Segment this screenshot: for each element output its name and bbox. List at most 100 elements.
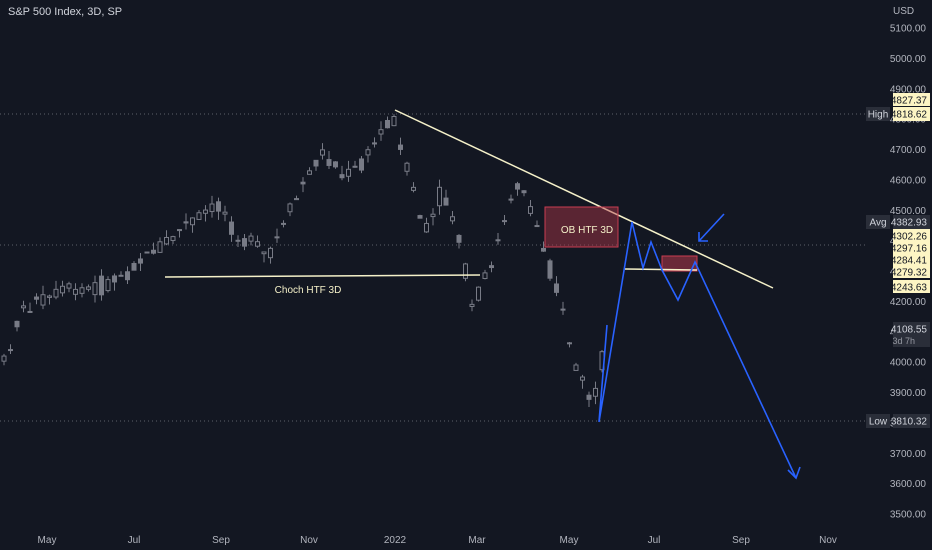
avg-value-bg: [893, 215, 930, 229]
candle-body: [73, 288, 78, 295]
candle-body: [476, 286, 481, 301]
pointer-arrow: [698, 213, 725, 242]
level-tag: 4279.32: [891, 268, 928, 279]
candle-body: [255, 241, 260, 247]
candle-body: [216, 201, 221, 212]
candle-body: [430, 213, 436, 218]
candle-body: [170, 236, 176, 241]
low-label: Low: [869, 417, 888, 428]
candle-body: [424, 222, 429, 233]
candle-body: [112, 275, 117, 283]
candle-body: [521, 190, 527, 194]
candle-body: [281, 222, 286, 225]
candle-body: [541, 247, 546, 252]
candle-body: [1, 355, 7, 362]
y-tick-label: 5000.00: [890, 54, 927, 65]
x-tick-label: May: [560, 535, 579, 546]
last-price-bg: [893, 322, 930, 347]
candle-body: [352, 165, 358, 168]
candle-body: [86, 286, 91, 290]
candle-body: [66, 283, 72, 289]
candle-body: [313, 159, 319, 167]
avg-value: 4382.93: [891, 218, 928, 229]
candle-body: [372, 142, 377, 145]
grid-layer: [0, 113, 866, 422]
candle-body: [502, 220, 507, 223]
candle-body: [508, 198, 514, 201]
level-tag: 4297.16: [891, 244, 928, 255]
candle-body: [573, 364, 579, 371]
candle-body: [157, 241, 163, 253]
candle-body: [242, 238, 247, 247]
candle-body: [144, 251, 150, 254]
candle-body: [326, 159, 332, 166]
candle-body: [294, 198, 299, 201]
candle-body: [151, 249, 156, 254]
high-value-bg: [893, 107, 930, 121]
time-axis: May Jul Sep Nov 2022 Mar May Jul Sep Nov: [38, 535, 837, 546]
low-value-bg: [893, 414, 930, 428]
candle-body: [495, 239, 501, 242]
candle-body: [547, 260, 553, 279]
level-tag: 4827.37: [891, 96, 928, 107]
ob-label: OB HTF 3D: [561, 225, 613, 236]
level-tag: 4284.41: [891, 256, 928, 267]
candle-body: [287, 203, 293, 213]
candle-body: [27, 310, 33, 313]
y-tick-label: 4200.00: [890, 297, 927, 308]
candle-body: [528, 206, 533, 214]
candle-body: [118, 274, 124, 277]
x-tick-label: Mar: [468, 535, 486, 546]
y-tick-label: 4600.00: [890, 175, 927, 186]
candle-body: [79, 287, 85, 294]
candle-body: [411, 186, 416, 191]
candle-body: [196, 212, 202, 220]
drawings-layer: Choch HTF 3D OB HTF 3D: [164, 109, 801, 480]
candle-body: [209, 203, 215, 213]
candle-body: [99, 275, 104, 296]
candle-body: [534, 225, 540, 228]
candle-body: [339, 174, 345, 179]
projection-path: [598, 221, 797, 479]
countdown: 3d 7h: [892, 336, 915, 346]
candle-body: [268, 247, 273, 259]
x-tick-label: Sep: [212, 535, 230, 546]
candle-body: [105, 279, 111, 292]
candle-body: [404, 162, 410, 172]
order-block-small: [661, 255, 698, 272]
candle-body: [248, 235, 254, 242]
candle-body: [125, 271, 130, 281]
avg-label: Avg: [869, 218, 886, 229]
avg-label-bg: [866, 215, 890, 229]
high-value: 4818.62: [891, 110, 928, 121]
candle-body: [261, 251, 267, 255]
last-price: 4108.55: [891, 325, 928, 336]
y-tick-label: 4000.00: [890, 358, 927, 369]
currency-label: USD: [893, 6, 915, 17]
candle-body: [138, 258, 143, 264]
candle-body: [53, 288, 59, 298]
x-tick-label: Nov: [819, 535, 837, 546]
x-tick-label: Jul: [128, 535, 141, 546]
trendline: [394, 109, 774, 289]
y-tick-label: 3900.00: [890, 388, 927, 399]
y-tick-label: 4900.00: [890, 84, 927, 95]
candle-body: [469, 303, 475, 307]
low-label-bg: [866, 414, 890, 428]
candle-body: [593, 387, 598, 397]
candle-body: [300, 181, 306, 185]
pointer-arrowhead: [698, 232, 708, 242]
candle-body: [333, 161, 338, 168]
x-tick-label: Nov: [300, 535, 318, 546]
candle-body: [203, 209, 208, 214]
x-tick-label: Jul: [648, 535, 661, 546]
candle-body: [21, 305, 26, 309]
candle-body: [482, 272, 488, 279]
candle-body: [567, 342, 572, 345]
candle-body: [164, 236, 169, 245]
candle-body: [417, 215, 423, 219]
candle-body: [274, 236, 280, 239]
candle-body: [60, 285, 65, 294]
